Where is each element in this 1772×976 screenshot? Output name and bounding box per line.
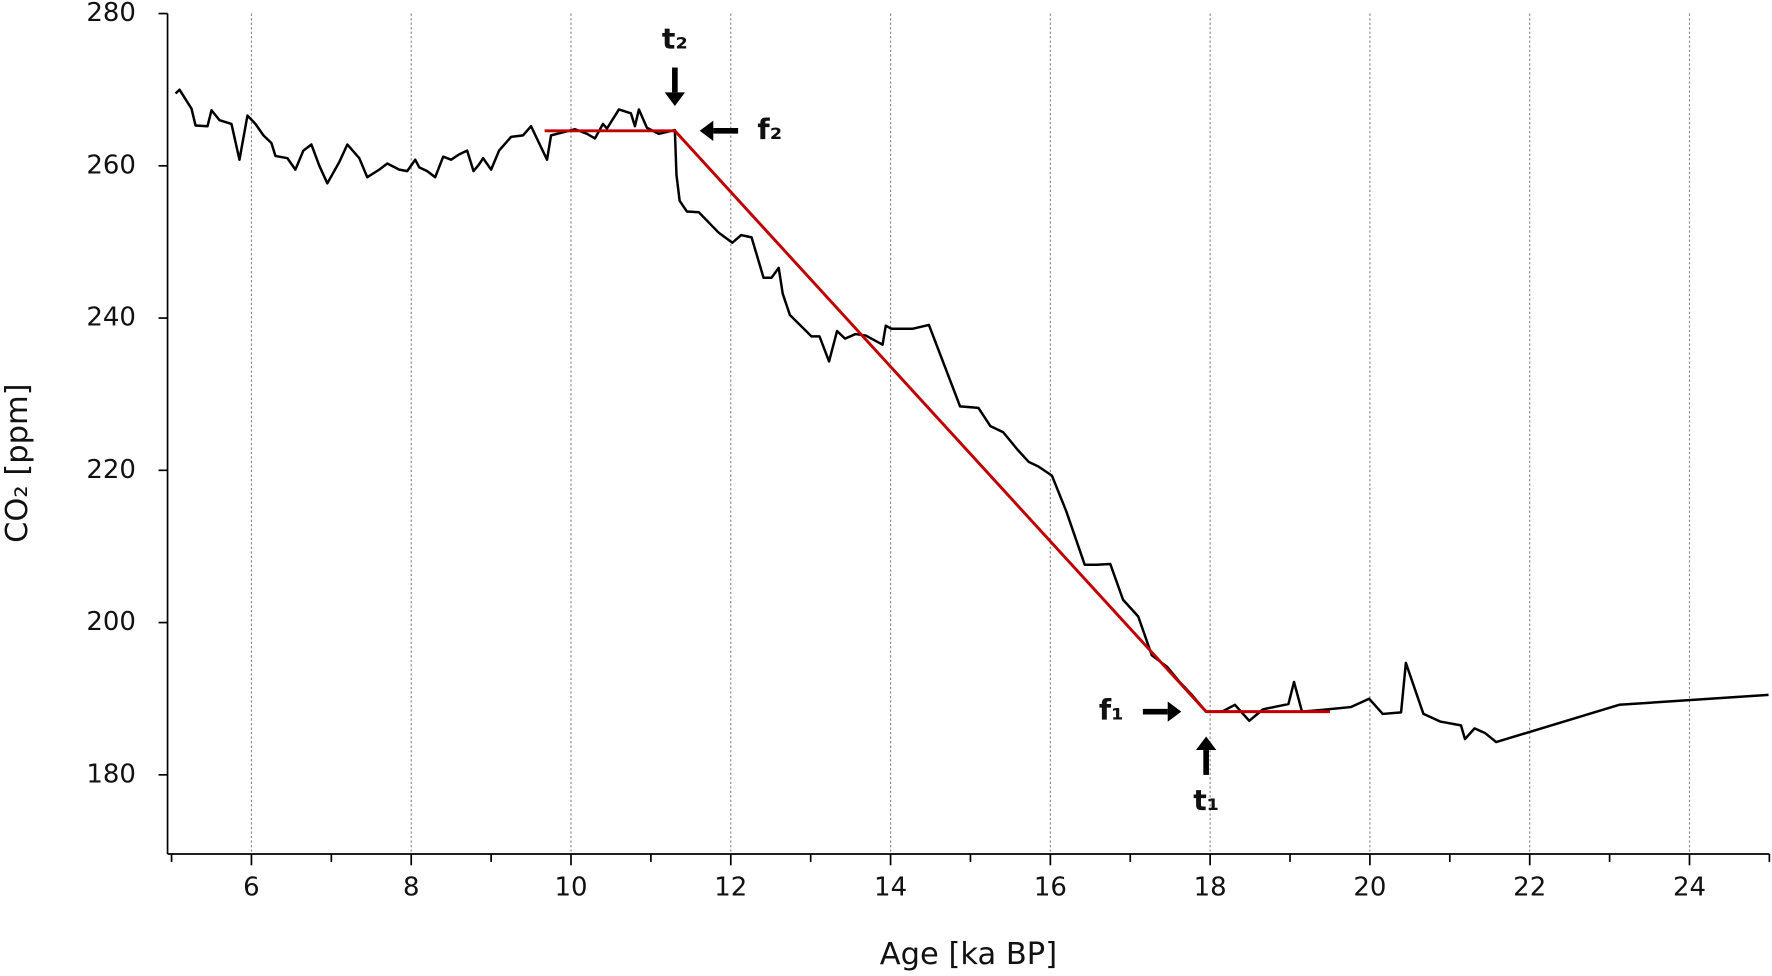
x-tick-label: 16: [1034, 872, 1067, 902]
annotation-arrowhead: [1195, 736, 1217, 751]
x-tick-label: 6: [243, 872, 260, 902]
y-tick-label: 200: [86, 607, 136, 637]
y-tick-label: 240: [86, 303, 136, 333]
data-line: [544, 129, 1330, 714]
x-tick-label: 20: [1353, 872, 1386, 902]
x-axis-label: Age [ka BP]: [880, 937, 1057, 972]
x-tick-label: 18: [1194, 872, 1227, 902]
annotation-label: f₁: [1099, 694, 1124, 727]
y-tick-label: 280: [86, 0, 136, 28]
x-tick-label: 8: [403, 872, 420, 902]
annotation-arrowhead: [664, 92, 686, 106]
annotation-label: t₂: [662, 22, 688, 55]
x-tick-label: 24: [1673, 872, 1706, 902]
x-tick-label: 14: [874, 872, 907, 902]
x-tick-label: 10: [554, 872, 587, 902]
x-tick-label: 22: [1513, 872, 1546, 902]
x-tick-label: 12: [714, 872, 747, 902]
annotation-arrowhead: [699, 120, 714, 141]
y-axis-label: CO₂ [ppm]: [0, 383, 35, 542]
annotation-label: t₁: [1193, 784, 1219, 817]
y-tick-label: 260: [86, 150, 136, 180]
annotation-label: f₂: [757, 113, 782, 146]
annotation-arrowhead: [1167, 701, 1182, 722]
y-tick-label: 180: [86, 759, 136, 789]
y-tick-label: 220: [86, 455, 136, 485]
